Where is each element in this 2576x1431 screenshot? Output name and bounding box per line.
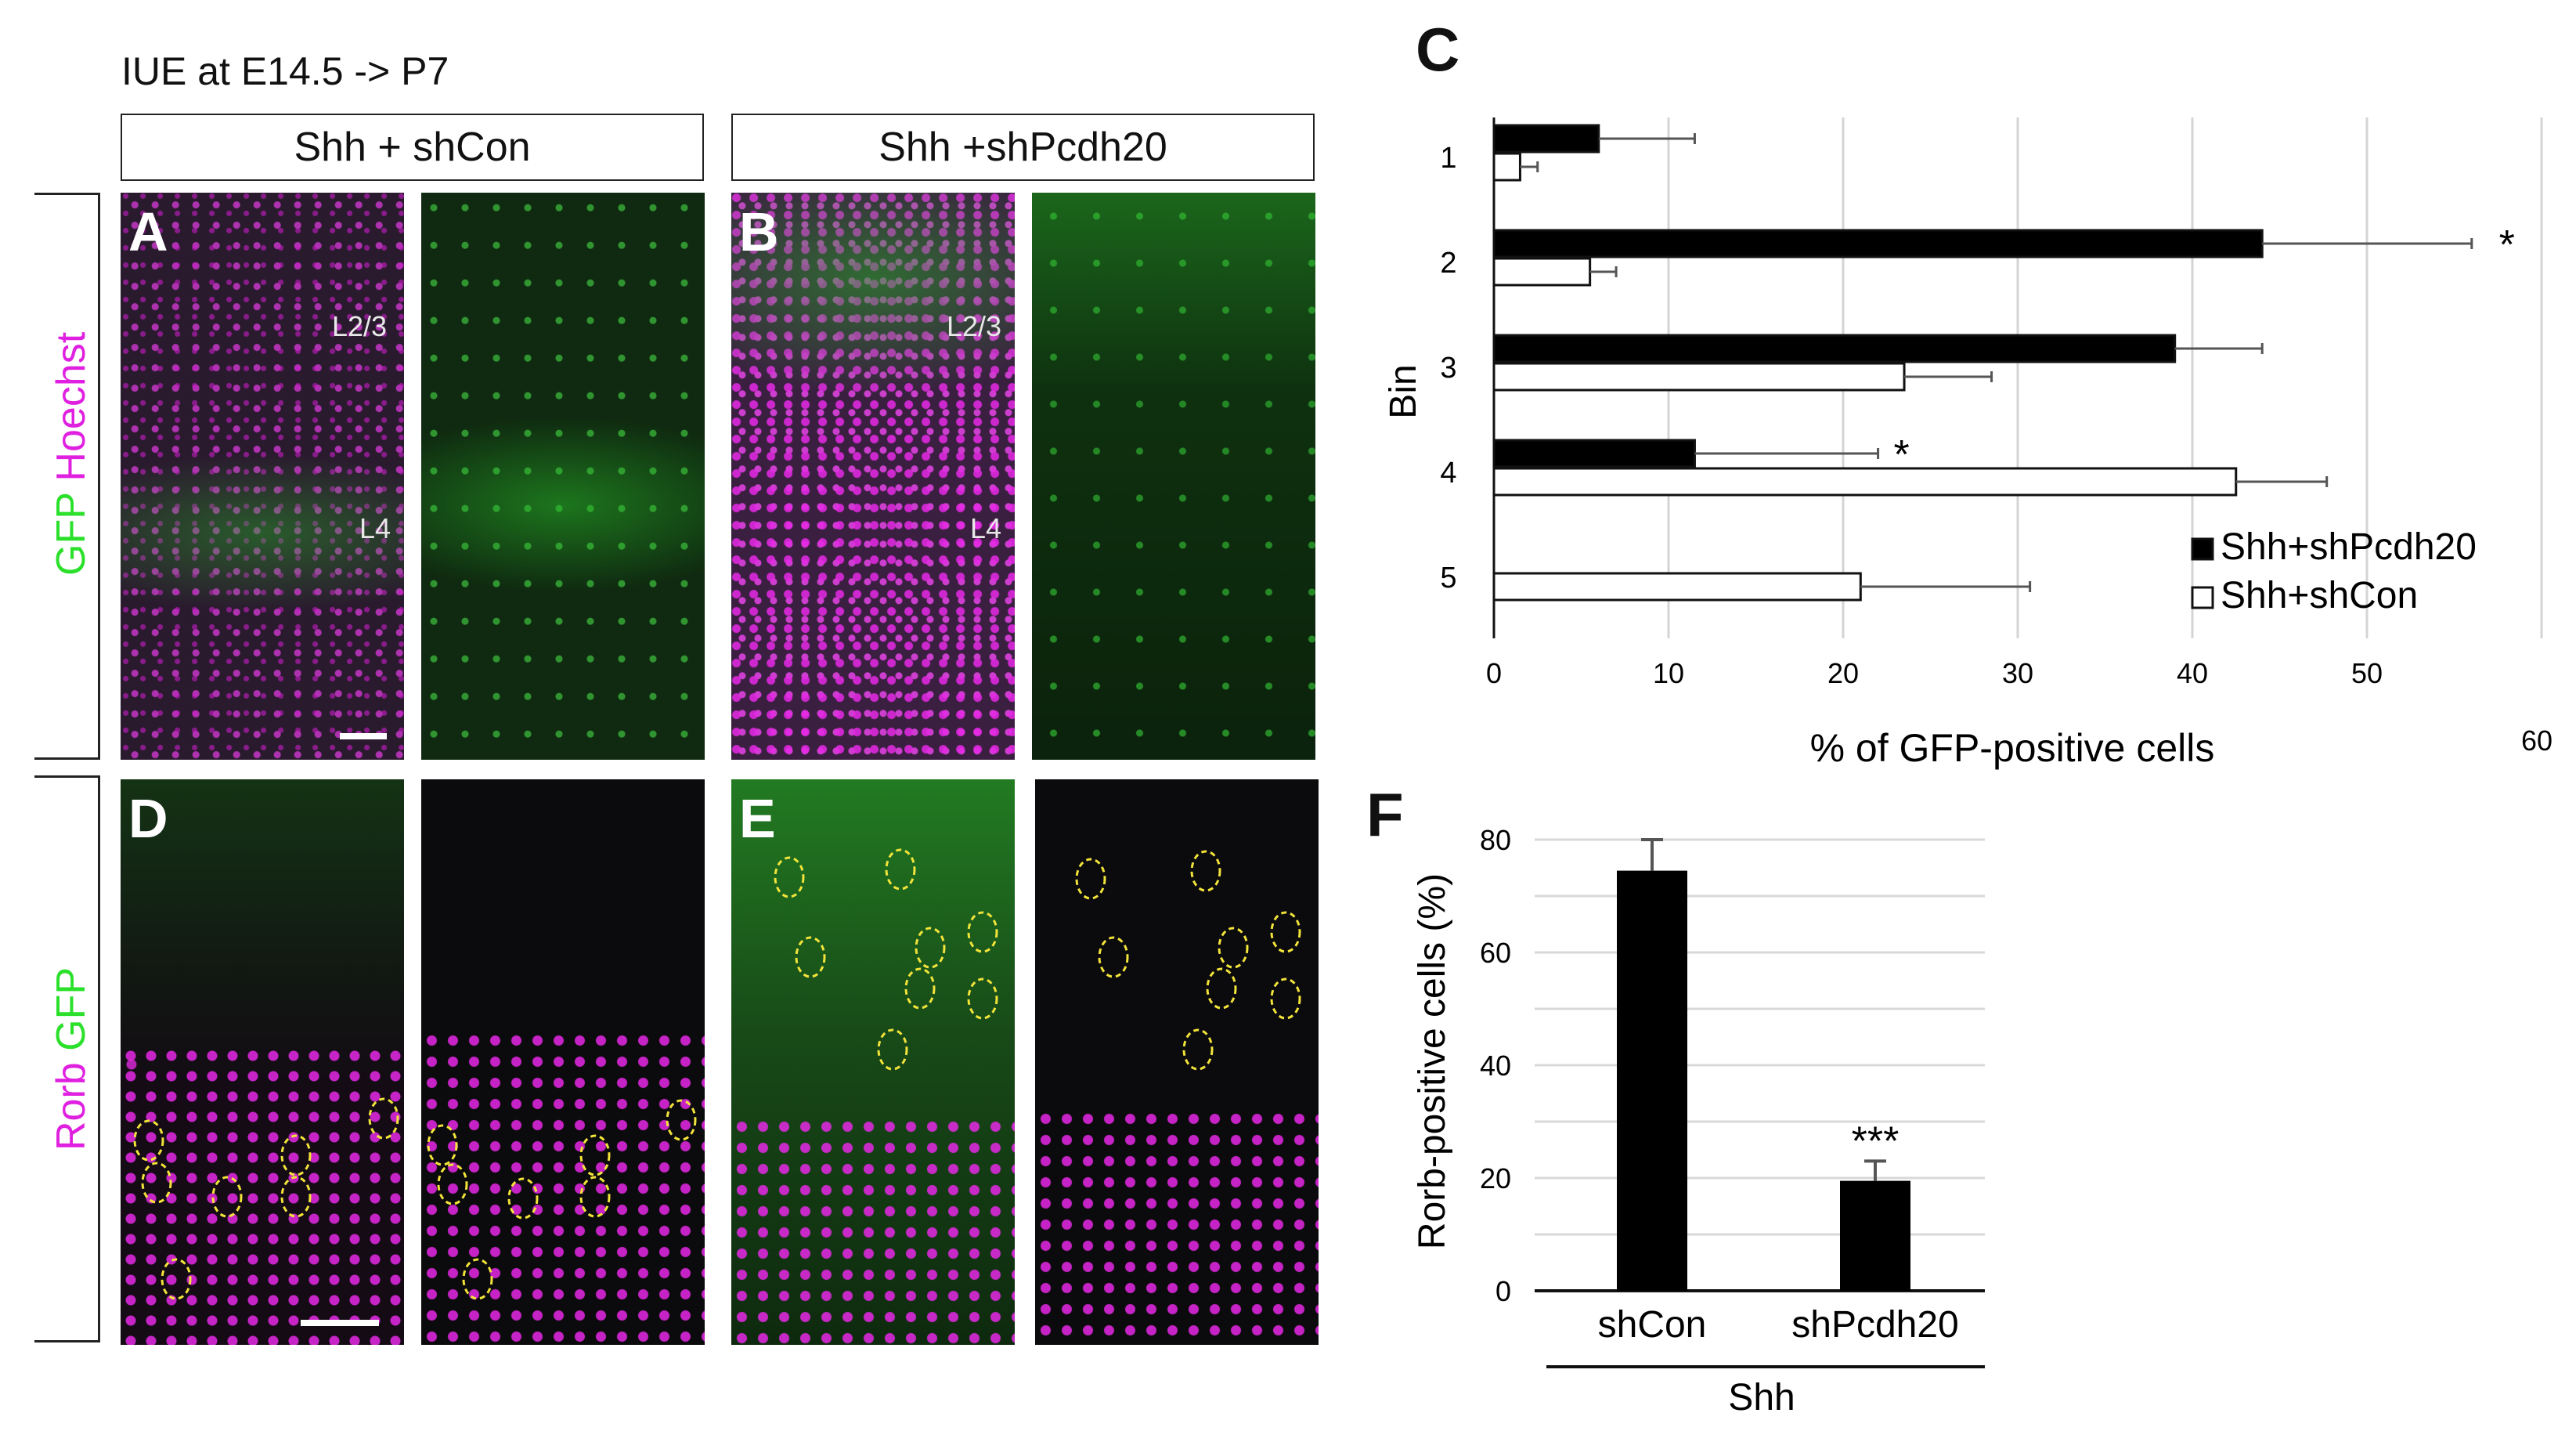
dashed-circle bbox=[141, 1162, 172, 1204]
condition-box-shpcdh20: Shh +shPcdh20 bbox=[731, 114, 1315, 181]
chart-f-y-tick-label: 80 bbox=[1480, 824, 1511, 856]
layer-label-l4-b: L4 bbox=[970, 512, 1002, 544]
condition-label-shcon: Shh + shCon bbox=[294, 125, 531, 170]
chart-f-y-tick-label: 0 bbox=[1495, 1275, 1511, 1307]
chart-f-bar bbox=[1617, 870, 1687, 1291]
micrograph-b-merge: B L2/3 L4 bbox=[731, 193, 1015, 760]
dashed-circle bbox=[1182, 1028, 1214, 1071]
chart-c-ylabel: Bin bbox=[1383, 364, 1424, 418]
row2-side-box bbox=[34, 775, 100, 1342]
micrograph-a-gfp bbox=[421, 193, 705, 760]
chart-c-x-tick-label: 30 bbox=[2002, 657, 2033, 689]
micrograph-b-gfp bbox=[1032, 193, 1315, 760]
chart-f-category-label: shPcdh20 bbox=[1791, 1304, 1959, 1346]
dashed-circle bbox=[280, 1134, 312, 1176]
dashed-circle bbox=[161, 1258, 192, 1300]
dashed-circle bbox=[507, 1177, 539, 1220]
dashed-circle bbox=[1190, 850, 1221, 892]
dashed-circle bbox=[579, 1176, 611, 1218]
chart-c-x-tick-label: 10 bbox=[1653, 657, 1684, 689]
scale-bar-a bbox=[340, 733, 387, 739]
chart-c-bar-shcon bbox=[1492, 572, 1862, 602]
dashed-circle bbox=[904, 967, 936, 1010]
chart-c-legend-label: Shh+shCon bbox=[2221, 575, 2418, 616]
chart-c-x-tick-label: 40 bbox=[2177, 657, 2208, 689]
chart-c-legend-label: Shh+shPcdh20 bbox=[2221, 526, 2477, 568]
chart-c-legend-swatch bbox=[2191, 537, 2214, 561]
panel-letter-b: B bbox=[739, 201, 779, 262]
micrograph-e-rorb bbox=[1035, 779, 1319, 1345]
panel-letter-d: D bbox=[128, 788, 168, 849]
dashed-circle bbox=[280, 1176, 312, 1218]
chart-f-group-label: Shh bbox=[1728, 1377, 1795, 1418]
micrograph-a-merge: A L2/3 L4 bbox=[121, 193, 404, 760]
dashed-circle bbox=[967, 911, 998, 953]
chart-c-category-label: 1 bbox=[1440, 142, 1456, 175]
panel-letter-c: C bbox=[1416, 15, 1460, 84]
dashed-circle bbox=[211, 1176, 243, 1218]
chart-c-legend-swatch bbox=[2191, 586, 2214, 609]
condition-box-shcon: Shh + shCon bbox=[121, 114, 704, 181]
nuclei-layer-e bbox=[731, 1116, 1015, 1345]
chart-f-ylabel: Rorb-positive cells (%) bbox=[1412, 873, 1453, 1249]
dashed-circle bbox=[666, 1099, 697, 1141]
dashed-circle bbox=[1270, 977, 1301, 1020]
chart-c-category-label: 5 bbox=[1440, 562, 1456, 594]
dashed-circle bbox=[774, 856, 805, 898]
dashed-circle bbox=[1270, 911, 1301, 953]
dashed-circle bbox=[1098, 936, 1129, 978]
chart-f-category-label: shCon bbox=[1598, 1304, 1707, 1346]
chart-c-category-label: 4 bbox=[1440, 457, 1456, 490]
row1-side-box bbox=[34, 193, 100, 760]
scale-bar-d bbox=[301, 1320, 379, 1326]
chart-c-plot: 1 2 3 4 5 * * 0 10 20 30 40 50 Shh+shPcdh20 Shh+shCon bbox=[1440, 117, 2543, 689]
dashed-circle bbox=[1206, 967, 1237, 1010]
chart-f-y-tick-label: 20 bbox=[1480, 1162, 1511, 1194]
chart-c-x-tick-label: 0 bbox=[1486, 657, 1502, 689]
chart-c-xlabel: % of GFP-positive cells bbox=[1810, 726, 2215, 770]
dashed-circle bbox=[877, 1028, 908, 1071]
dashed-circle bbox=[915, 927, 946, 969]
chart-c-bar-shcon bbox=[1492, 467, 2238, 497]
dashed-circle bbox=[133, 1119, 164, 1162]
chart-c-x-tick-label: 20 bbox=[1827, 657, 1859, 689]
dashed-circle bbox=[462, 1258, 493, 1300]
chart-f-y-tick-label: 60 bbox=[1480, 937, 1511, 969]
chart-f-plot: 0 20 40 60 80 shCon shPcdh20 *** bbox=[1480, 824, 1985, 1368]
chart-c-category-label: 2 bbox=[1440, 247, 1456, 280]
chart-c-bar-shpcdh20 bbox=[1492, 334, 2177, 363]
chart-c-significance-mark: * bbox=[2499, 222, 2515, 268]
dashed-circle bbox=[795, 936, 826, 978]
experiment-header: IUE at E14.5 -> P7 bbox=[121, 49, 449, 93]
layer-label-l4-a: L4 bbox=[359, 512, 391, 544]
chart-c-x-tick-label: 50 bbox=[2351, 657, 2383, 689]
chart-c-bar-shpcdh20 bbox=[1492, 229, 2264, 258]
chart-c-extra-tick: 60 bbox=[2521, 725, 2553, 757]
dashed-circle bbox=[967, 977, 998, 1020]
dashed-circle bbox=[1075, 858, 1106, 900]
layer-label-l23-b: L2/3 bbox=[947, 310, 1002, 342]
chart-f-significance-mark: *** bbox=[1852, 1118, 1900, 1164]
panel-letter-e: E bbox=[739, 788, 776, 849]
condition-label-shpcdh20: Shh +shPcdh20 bbox=[879, 125, 1167, 170]
chart-f-bar bbox=[1840, 1180, 1910, 1291]
chart-f-y-tick-label: 40 bbox=[1480, 1050, 1511, 1082]
micrograph-e-merge: E bbox=[731, 779, 1015, 1345]
dashed-circle bbox=[1218, 927, 1249, 969]
chart-c-category-label: 3 bbox=[1440, 352, 1456, 385]
dashed-circle bbox=[885, 848, 916, 891]
dashed-circle bbox=[368, 1097, 399, 1140]
dashed-circle bbox=[437, 1163, 468, 1205]
chart-c-significance-mark: * bbox=[1893, 432, 1909, 478]
panel-letter-a: A bbox=[128, 201, 168, 262]
dashed-circle bbox=[579, 1134, 611, 1176]
dashed-circle bbox=[427, 1124, 458, 1166]
panel-letter-f: F bbox=[1366, 780, 1404, 849]
nuclei-layer-e-rorb bbox=[1035, 1108, 1319, 1345]
layer-label-l23-a: L2/3 bbox=[332, 310, 388, 342]
